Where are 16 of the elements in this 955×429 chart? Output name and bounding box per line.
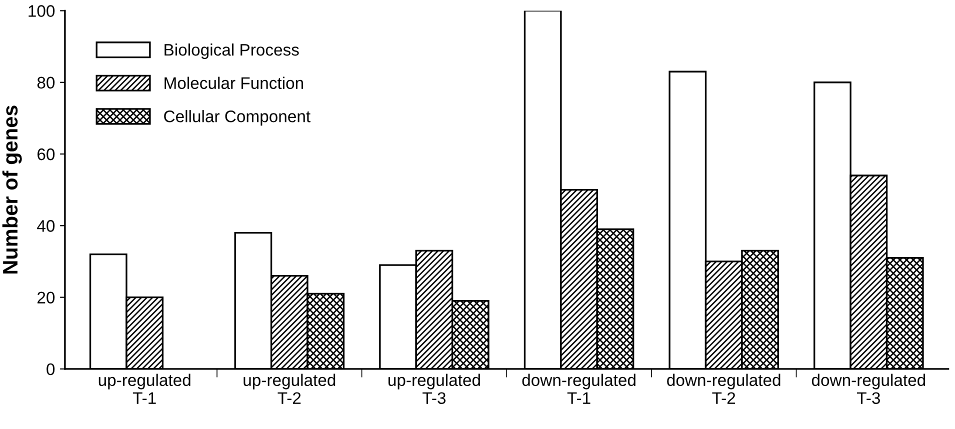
x-tick-label: up-regulated T-3 (388, 374, 480, 404)
y-axis-title: Number of genes (2, 106, 22, 274)
y-tick-label: 80 (37, 76, 55, 89)
legend-label: Cellular Component (164, 110, 310, 126)
x-tick-label: down-regulated T-1 (522, 374, 636, 404)
y-tick-label: 20 (38, 292, 55, 304)
y-tick-label: 40 (37, 220, 55, 232)
y-tick-label: 60 (38, 148, 55, 160)
y-tick-label: 0 (46, 363, 55, 376)
legend-label: Biological Process (164, 43, 299, 60)
x-tick-label: up-regulated T-1 (98, 374, 190, 404)
legend-label: Molecular Function (164, 76, 303, 90)
x-tick-label: up-regulated T-2 (244, 374, 336, 404)
x-tick-label: down-regulated T-2 (667, 374, 780, 404)
x-tick-label: down-regulated T-3 (812, 374, 926, 404)
y-tick-label: 100 (28, 5, 55, 17)
